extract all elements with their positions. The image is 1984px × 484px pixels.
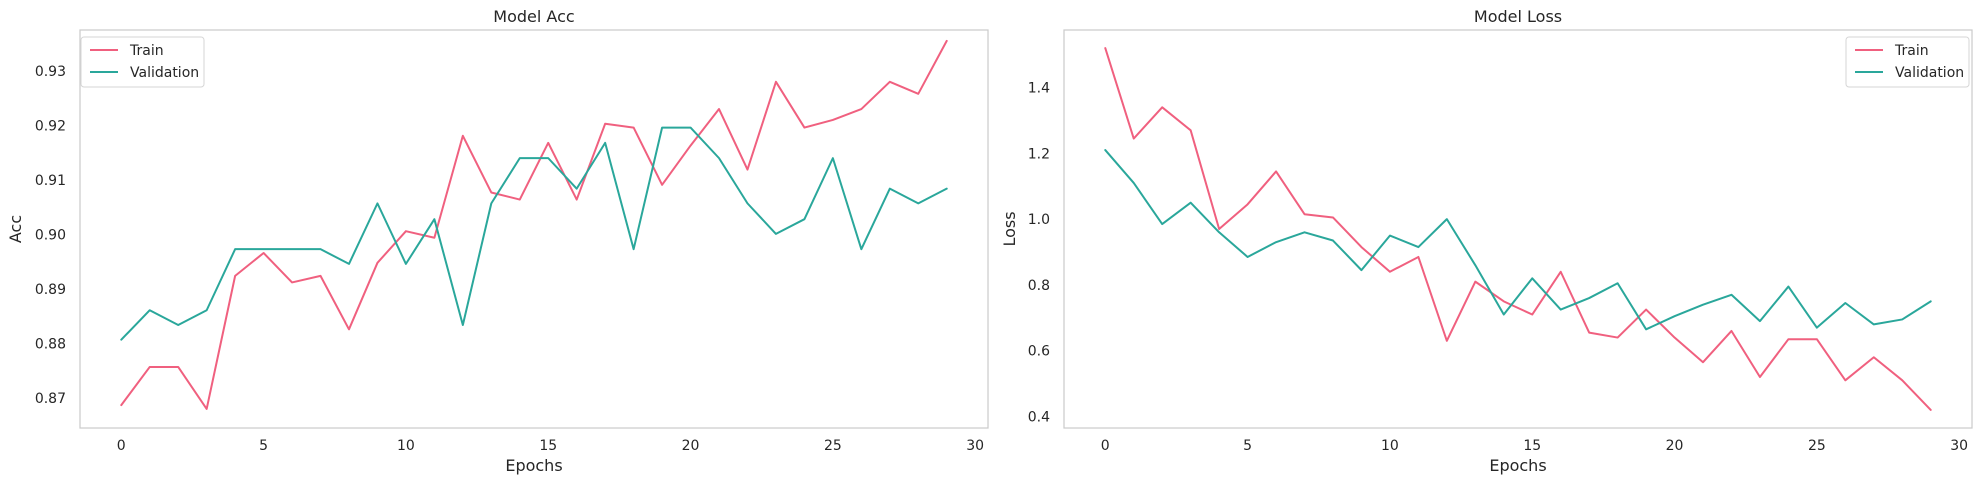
- y-tick-label: 0.8: [1028, 278, 1050, 294]
- acc-chart: Model Acc Epochs Acc 0 5 10 15 20 25 30 0.870.…: [6, 7, 989, 475]
- x-tick-label: 5: [259, 438, 268, 454]
- chart-title: Model Loss: [1474, 7, 1562, 26]
- x-tick-label: 0: [117, 438, 126, 454]
- y-tick-label: 0.93: [35, 64, 66, 80]
- y-axis-label: Loss: [1000, 211, 1019, 246]
- x-tick-label: 30: [966, 438, 984, 454]
- series-lines: [120, 39, 948, 410]
- legend-label-validation: Validation: [130, 65, 199, 81]
- x-tick-label: 20: [682, 438, 700, 454]
- y-ticks: 0.87 0.88 0.89 0.90 0.91 0.92 0.93: [35, 64, 66, 407]
- series-line-validation: [1104, 149, 1932, 331]
- x-tick-label: 0: [1101, 438, 1110, 454]
- chart-title: Model Acc: [493, 7, 574, 26]
- series-line-train: [120, 39, 948, 410]
- x-tick-label: 30: [1950, 438, 1968, 454]
- legend: Train Validation: [1845, 36, 1970, 88]
- loss-chart: Model Loss Epochs Loss 0 5 10 15 20 25 30 0.40…: [1000, 7, 1973, 475]
- y-tick-label: 0.87: [35, 391, 66, 407]
- series-line-validation: [120, 126, 948, 341]
- x-axis-label: Epochs: [1489, 456, 1546, 475]
- y-tick-label: 0.88: [35, 336, 66, 352]
- x-tick-label: 15: [539, 438, 557, 454]
- y-tick-label: 1.2: [1028, 146, 1050, 162]
- series-lines: [1104, 47, 1932, 411]
- y-tick-label: 0.92: [35, 118, 66, 134]
- legend-label-validation: Validation: [1895, 65, 1964, 81]
- y-ticks: 0.4 0.6 0.8 1.0 1.2 1.4: [1028, 81, 1050, 426]
- legend: Train Validation: [80, 36, 205, 88]
- x-ticks: 0 5 10 15 20 25 30: [1101, 438, 1968, 454]
- x-tick-label: 10: [1381, 438, 1399, 454]
- legend-label-train: Train: [1894, 43, 1929, 59]
- x-tick-label: 10: [397, 438, 415, 454]
- y-tick-label: 1.0: [1028, 212, 1050, 228]
- y-tick-label: 0.91: [35, 173, 66, 189]
- y-tick-label: 0.4: [1028, 409, 1050, 425]
- plot-frame: [1063, 29, 1973, 429]
- x-axis-label: Epochs: [505, 456, 562, 475]
- x-tick-label: 15: [1523, 438, 1541, 454]
- y-tick-label: 0.89: [35, 282, 66, 298]
- legend-label-train: Train: [129, 43, 164, 59]
- series-line-train: [1104, 47, 1932, 411]
- y-tick-label: 0.90: [35, 227, 66, 243]
- x-tick-label: 5: [1243, 438, 1252, 454]
- plot-frame: [79, 29, 989, 429]
- y-tick-label: 0.6: [1028, 344, 1050, 360]
- y-tick-label: 1.4: [1028, 81, 1050, 97]
- x-tick-label: 25: [824, 438, 842, 454]
- y-axis-label: Acc: [6, 215, 25, 243]
- x-ticks: 0 5 10 15 20 25 30: [117, 438, 984, 454]
- x-tick-label: 20: [1666, 438, 1684, 454]
- x-tick-label: 25: [1808, 438, 1826, 454]
